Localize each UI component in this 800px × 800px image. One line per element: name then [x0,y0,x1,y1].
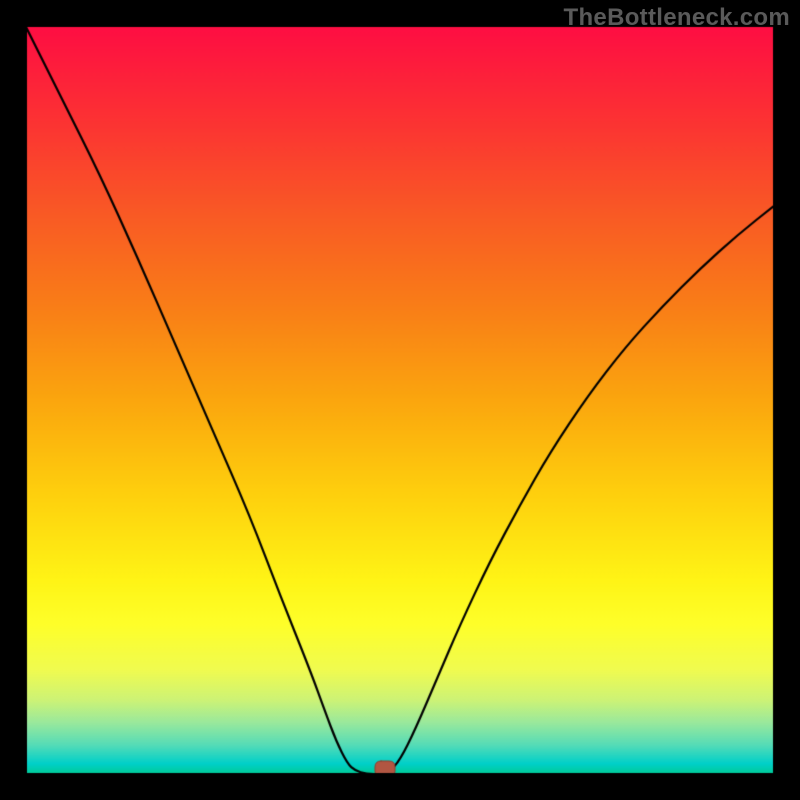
watermark-text: TheBottleneck.com [564,4,790,32]
chart-stage: TheBottleneck.com [0,0,800,800]
bottleneck-chart-canvas [0,0,800,800]
